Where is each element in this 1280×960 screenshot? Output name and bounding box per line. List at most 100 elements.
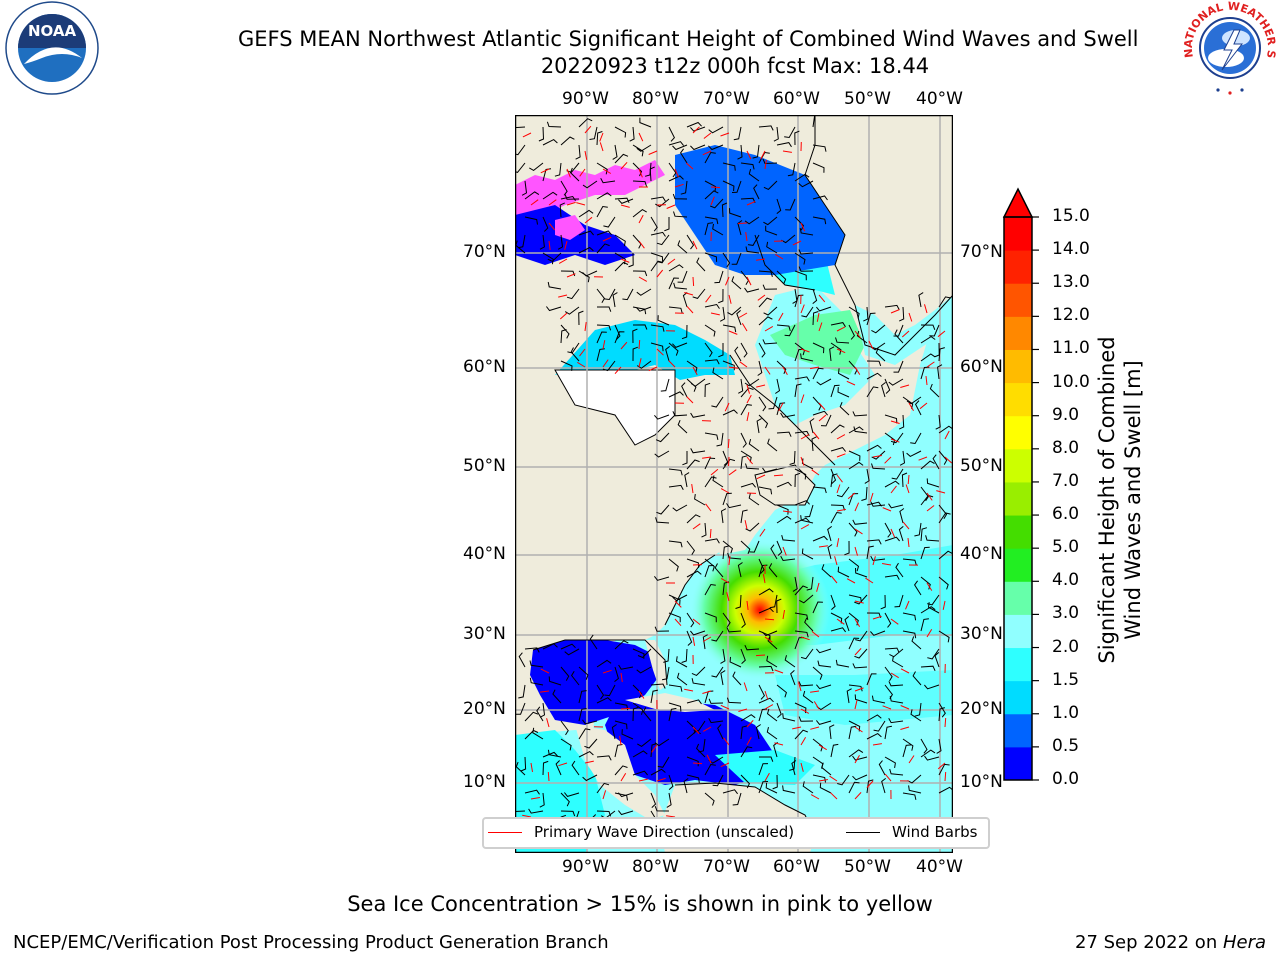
wind-barb <box>632 770 648 776</box>
colorbar-tick-label: 4.0 <box>1052 570 1080 591</box>
wind-barb <box>672 342 688 348</box>
wave-direction-arrow <box>741 323 748 332</box>
wind-barb <box>829 346 835 362</box>
wind-barb <box>782 785 796 794</box>
wave-direction-arrow <box>782 150 792 153</box>
central-america <box>575 725 665 820</box>
wave-direction-arrow <box>764 636 773 643</box>
legend-label-wind-barbs: Wind Barbs <box>892 823 978 841</box>
wind-barb <box>602 360 616 372</box>
wind-barb <box>679 148 688 164</box>
wave-direction-arrow <box>854 546 858 556</box>
wind-barb <box>866 733 882 740</box>
wave-direction-arrow <box>710 468 719 476</box>
wave-direction-arrow <box>577 361 586 368</box>
wind-barb <box>744 644 760 651</box>
wind-barb <box>712 367 724 380</box>
wind-barb <box>734 346 742 362</box>
colorbar-tick-label: 10.0 <box>1052 371 1090 392</box>
wind-barb <box>672 193 688 200</box>
wind-barb <box>676 672 688 686</box>
wind-barb <box>515 702 526 715</box>
wind-barb <box>686 360 698 373</box>
wind-barb <box>836 486 850 498</box>
wind-barb <box>596 331 607 344</box>
wind-barb <box>816 684 832 690</box>
wind-barb <box>529 660 544 668</box>
wave-direction-arrow <box>728 469 737 476</box>
nova-scotia <box>715 525 755 555</box>
wind-barb <box>830 743 839 758</box>
wind-barb <box>848 684 863 692</box>
wind-barb <box>663 648 670 663</box>
wind-barb <box>863 306 869 322</box>
wind-barb <box>637 648 652 659</box>
wind-barb <box>628 252 634 268</box>
wind-barb <box>884 666 893 682</box>
wind-barb <box>848 306 860 319</box>
wind-barb <box>745 246 760 254</box>
wind-barb <box>673 211 688 218</box>
wind-barb <box>830 322 846 328</box>
wind-barb <box>712 774 724 787</box>
wave-direction-arrow <box>738 312 748 318</box>
wave-direction-arrow <box>638 168 643 178</box>
wave-direction-arrow <box>746 736 752 746</box>
wave-direction-arrow <box>648 366 658 372</box>
wind-barb <box>854 594 868 605</box>
colorbar-tick-label: 7.0 <box>1052 470 1080 491</box>
wave-height-map[interactable] <box>514 114 954 854</box>
wave-direction-arrow <box>800 222 806 232</box>
wave-direction-arrow <box>816 312 820 322</box>
wind-barb <box>704 222 714 236</box>
colorbar-segment <box>1004 217 1032 251</box>
wind-barb <box>614 666 619 682</box>
wind-barb <box>686 459 700 470</box>
lat-label: 20°N <box>960 699 1003 719</box>
wind-barb <box>704 303 720 309</box>
wind-barb <box>812 311 819 326</box>
wave-direction-arrow <box>599 132 604 142</box>
wind-barb <box>690 378 706 387</box>
wind-barb <box>920 576 931 590</box>
wind-barb <box>704 342 713 358</box>
wind-barb <box>854 694 868 704</box>
wind-barb <box>672 504 688 512</box>
wind-barb <box>654 450 670 458</box>
wind-barb <box>780 412 796 418</box>
wind-barb <box>737 220 743 236</box>
wind-barb <box>911 636 922 650</box>
hudson-bay-blank <box>554 369 676 446</box>
wind-barb <box>668 468 683 476</box>
wind-barb <box>578 209 594 218</box>
wind-barb <box>920 366 930 380</box>
wave-direction-arrow <box>728 294 732 304</box>
caribbean-light <box>715 750 815 785</box>
wave-direction-arrow <box>869 492 874 502</box>
wind-barb <box>704 558 715 572</box>
wave-direction-arrow <box>764 325 774 332</box>
wind-barb <box>866 545 874 560</box>
wave-direction-arrow <box>728 330 738 335</box>
wave-direction-arrow <box>854 528 863 535</box>
wind-barb <box>632 162 643 177</box>
wave-direction-arrow <box>620 161 628 170</box>
wave-direction-arrow <box>908 755 915 764</box>
colorbar-segment <box>1004 713 1032 748</box>
red-line-icon <box>488 831 522 833</box>
wind-barb <box>596 131 603 146</box>
wind-barb <box>704 252 718 262</box>
lon-label: 70°W <box>703 89 750 109</box>
wave-direction-arrow <box>737 222 748 224</box>
wind-barb <box>547 252 562 262</box>
wave-direction-arrow <box>800 456 805 466</box>
wind-barb <box>596 243 610 254</box>
wave-direction-arrow <box>854 792 862 800</box>
wind-barb <box>735 594 742 609</box>
wave-direction-arrow <box>884 773 892 782</box>
wave-direction-arrow <box>710 186 721 189</box>
wind-barb <box>597 306 612 312</box>
colorbar-tick-label: 0.0 <box>1052 769 1080 789</box>
colorbar-segment <box>1004 746 1032 781</box>
wind-barb <box>708 144 724 151</box>
